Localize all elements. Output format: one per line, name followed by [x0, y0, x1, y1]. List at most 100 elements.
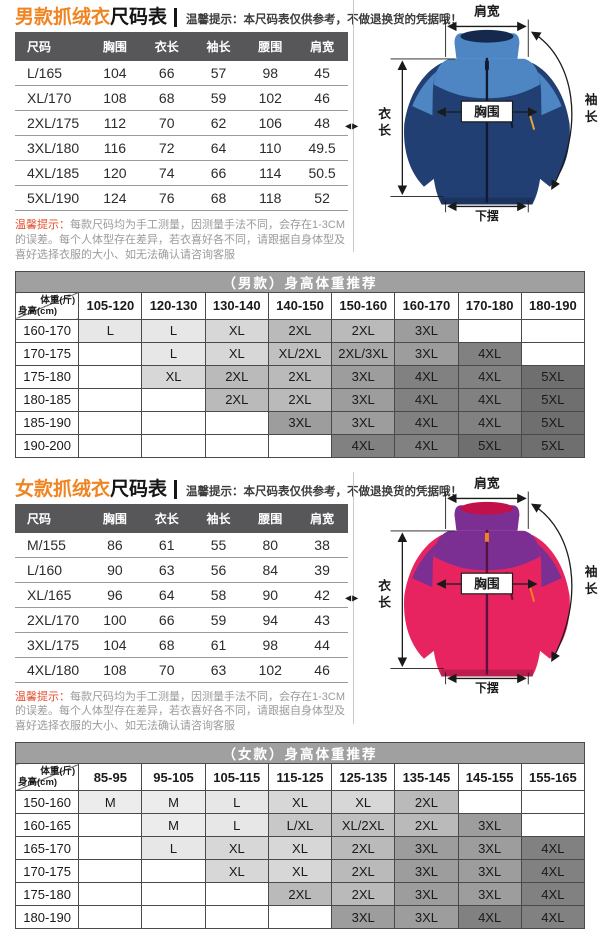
- recommended-size-cell: 2XL: [394, 790, 459, 815]
- recommended-size-cell: 5XL: [520, 387, 586, 412]
- measurement-cell: 61: [140, 532, 193, 558]
- measurement-cell: 100: [89, 607, 141, 633]
- rec-table-title: （女款）身高体重推荐: [15, 742, 585, 765]
- height-row-header: 150-160: [14, 790, 80, 815]
- recommended-size-cell: L: [141, 318, 206, 343]
- recommended-size-cell: M: [141, 813, 206, 838]
- recommended-size-cell: 3XL: [331, 364, 396, 389]
- measurement-cell: 48: [296, 110, 348, 136]
- measurement-cell: 62: [192, 110, 245, 136]
- shoulder-width-label: 肩宽: [474, 475, 500, 490]
- weight-column-header: 180-190: [520, 291, 586, 320]
- recommended-size-cell: L: [204, 813, 269, 838]
- measurement-cell: 68: [140, 632, 193, 658]
- recommended-size-cell: L: [141, 836, 206, 861]
- recommended-size-cell: XL: [331, 790, 396, 815]
- size-table-row: XL/170 108 68 59 102 46: [15, 85, 348, 111]
- empty-cell: [520, 813, 586, 838]
- weight-column-header: 85-95: [78, 763, 143, 792]
- measurement-cell: 108: [89, 657, 141, 683]
- height-row-header: 160-170: [14, 318, 80, 343]
- empty-cell: [78, 387, 143, 412]
- recommended-size-cell: 3XL: [394, 859, 459, 884]
- garment-length-label: 衣长: [378, 106, 391, 138]
- sleeve-length-arrow: [530, 31, 573, 190]
- recommended-size-cell: 3XL: [457, 882, 522, 907]
- section-title-accent: 女款抓绒衣: [15, 478, 111, 500]
- measurement-cell: 80: [244, 532, 297, 558]
- size-table-row: M/155 86 61 55 80 38: [15, 532, 348, 558]
- sleeve-length-arrow: [530, 503, 573, 662]
- recommended-size-cell: 4XL: [394, 364, 459, 389]
- rec-table-row: 160-165 M L L/XL XL/2XL 2XL 3XL: [14, 813, 586, 838]
- size-label-cell: 3XL/180: [15, 135, 89, 161]
- women-section-header: 女款抓绒衣 尺码表 温馨提示：本尺码表仅供参考，不做退换货的凭据哦！: [0, 472, 600, 504]
- size-table-column-header: 衣长: [140, 32, 193, 61]
- weight-column-header: 155-165: [520, 763, 586, 792]
- recommended-size-cell: XL: [267, 836, 333, 861]
- height-row-header: 175-180: [14, 364, 80, 389]
- recommended-size-cell: 4XL: [457, 387, 522, 412]
- size-table-row: 2XL/175 112 70 62 106 48: [15, 110, 348, 136]
- jacket-zipper-pull: [484, 532, 489, 542]
- size-table-column-header: 尺码: [15, 32, 89, 61]
- recommended-size-cell: 4XL: [394, 433, 459, 458]
- empty-cell: [520, 341, 586, 366]
- weight-column-header: 140-150: [267, 291, 333, 320]
- measurement-cell: 66: [140, 61, 193, 86]
- empty-cell: [78, 836, 143, 861]
- measurement-cell: 38: [296, 532, 348, 558]
- recommended-size-cell: XL: [204, 318, 269, 343]
- corner-weight-label: 体重(斤): [40, 766, 76, 778]
- women-left-column: 尺码 胸围 衣长 袖长 腰围 肩宽 M/155 86 61 55 80 38 L/160 90 63 56 84…: [15, 503, 348, 735]
- measurement-cell: 68: [140, 85, 193, 111]
- recommended-size-cell: 3XL: [394, 905, 459, 929]
- recommended-size-cell: 2XL: [331, 859, 396, 884]
- size-table-column-header: 肩宽: [296, 32, 348, 61]
- empty-cell: [141, 410, 206, 435]
- size-table-row: 5XL/190 124 76 68 118 52: [15, 185, 348, 211]
- women-section: 女款抓绒衣 尺码表 温馨提示：本尺码表仅供参考，不做退换货的凭据哦！ 尺码 胸围衣…: [0, 471, 600, 929]
- measurement-cell: 98: [244, 61, 297, 86]
- vertical-divider: ◀▶: [345, 471, 358, 724]
- chest-label-box: [460, 100, 514, 123]
- empty-cell: [520, 790, 586, 815]
- corner-height-label: 身高(cm): [18, 305, 58, 317]
- size-table-row: 3XL/180 116 72 64 110 49.5: [15, 135, 348, 161]
- measurement-cell: 98: [244, 632, 297, 658]
- recommended-size-cell: XL: [267, 859, 333, 884]
- size-label-cell: XL/170: [15, 85, 89, 111]
- empty-cell: [78, 813, 143, 838]
- empty-cell: [267, 905, 333, 929]
- recommended-size-cell: M: [78, 790, 143, 815]
- measurement-cell: 74: [140, 160, 193, 186]
- height-row-header: 165-170: [14, 836, 80, 861]
- measurement-cell: 84: [244, 557, 297, 583]
- empty-cell: [78, 882, 143, 907]
- rec-table-row: 175-180 XL 2XL 2XL 3XL 4XL 4XL 5XL: [14, 364, 586, 389]
- size-table-row: L/160 90 63 56 84 39: [15, 557, 348, 583]
- size-table-column-header: 袖长: [192, 32, 245, 61]
- recommended-size-cell: 5XL: [520, 433, 586, 458]
- men-jacket-figure: 肩宽 衣长 胸围 袖长 下摆: [378, 4, 598, 224]
- recommended-size-cell: XL: [204, 859, 269, 884]
- sleeve-length-label: 袖长: [585, 564, 598, 596]
- measurement-cell: 43: [296, 607, 348, 633]
- recommended-size-cell: 4XL: [394, 387, 459, 412]
- weight-column-header: 120-130: [141, 291, 206, 320]
- garment-length-label: 衣长: [378, 577, 391, 609]
- rec-table-row: 175-180 2XL 2XL 3XL 3XL 4XL: [14, 882, 586, 907]
- recommended-size-cell: 4XL: [520, 859, 586, 884]
- recommended-size-cell: 3XL: [331, 387, 396, 412]
- measurement-cell: 59: [192, 85, 245, 111]
- corner-diagonal-cell: 体重(斤) 身高(cm): [14, 763, 80, 792]
- rec-table-row: 185-190 3XL 3XL 4XL 4XL 5XL: [14, 410, 586, 435]
- measurement-cell: 58: [192, 582, 245, 608]
- measurement-cell: 118: [244, 185, 297, 211]
- note-label: 温馨提示：: [15, 690, 70, 703]
- jacket-zipper-pull: [484, 60, 489, 70]
- height-row-header: 190-200: [14, 433, 80, 458]
- empty-cell: [457, 318, 522, 343]
- recommended-size-cell: XL: [204, 341, 269, 366]
- size-label-cell: 5XL/190: [15, 185, 89, 211]
